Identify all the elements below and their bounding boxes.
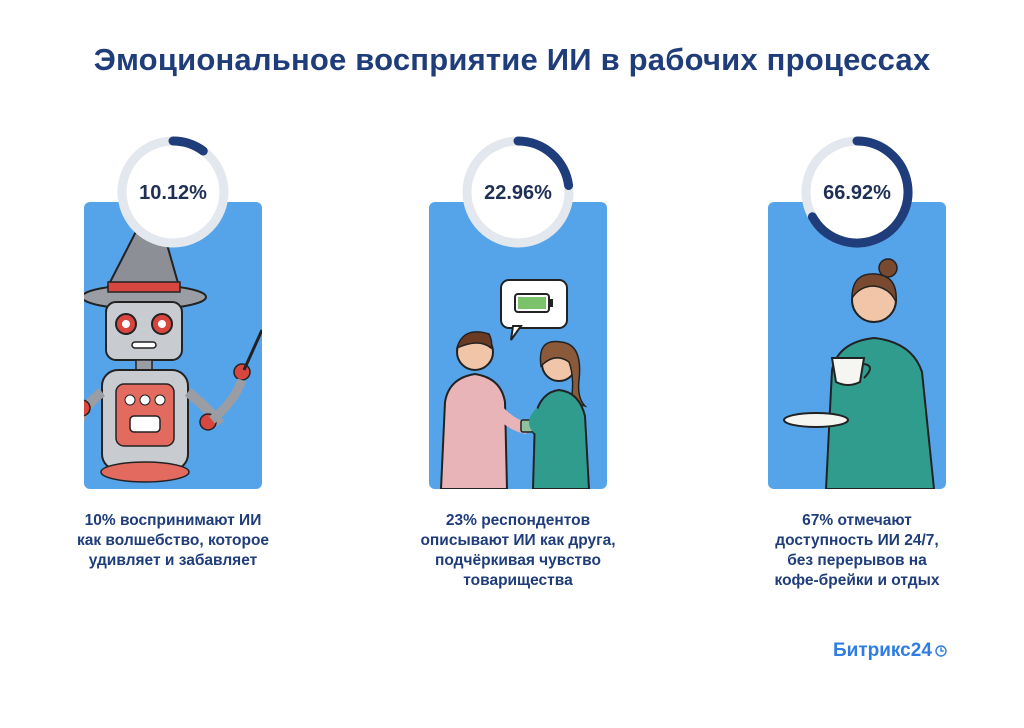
stat-column-availability: 66.92% 67% отмечают доступность ИИ 24/7,… [727,0,987,728]
page-title: Эмоциональное восприятие ИИ в рабочих пр… [93,42,931,77]
ring-progress-arc [807,136,913,248]
illustration-card [429,202,607,489]
illustration-card [84,202,262,489]
percentage-label: 10.12% [139,182,207,204]
percentage-ring: 10.12% [117,136,229,248]
ring-progress-arc [168,136,208,156]
clock-icon [935,645,947,657]
ring-progress-arc [513,136,574,190]
stat-caption: 23% респондентов описывают ИИ как друга,… [388,511,648,591]
caption-line: без перерывов на [787,552,927,569]
caption-line: 67% отмечают [802,512,912,529]
stat-caption: 10% воспринимают ИИ как волшебство, кото… [43,511,303,571]
caption-line: доступность ИИ 24/7, [775,532,939,549]
stat-column-magic: 10.12% 10% воспринимают ИИ как волшебств… [43,0,303,728]
percentage-label: 22.96% [484,182,552,204]
stat-column-friend: 22.96% 23% респондентов описывают ИИ как… [388,0,648,728]
caption-line: удивляет и забавляет [88,552,258,569]
caption-line: кофе-брейки и отдых [774,572,940,589]
caption-line: 10% воспринимают ИИ [84,512,262,529]
robot-wizard-illustration [84,210,262,483]
caption-line: описывают ИИ как друга, [420,532,616,549]
percentage-ring: 22.96% [462,136,574,248]
brand-logo: Битрикс24 [833,640,947,662]
percentage-ring: 66.92% [801,136,913,248]
woman-with-coffee-illustration [783,258,936,489]
caption-line: 23% респондентов [445,512,591,529]
two-colleagues-illustration [439,279,591,489]
percentage-label: 66.92% [823,182,891,204]
illustration-card [768,202,946,489]
caption-line: товарищества [463,572,573,589]
caption-line: подчёркивая чувство [435,552,601,569]
caption-line: как волшебство, которое [76,532,270,549]
brand-name: Битрикс24 [833,640,932,661]
stat-caption: 67% отмечают доступность ИИ 24/7, без пе… [727,511,987,591]
